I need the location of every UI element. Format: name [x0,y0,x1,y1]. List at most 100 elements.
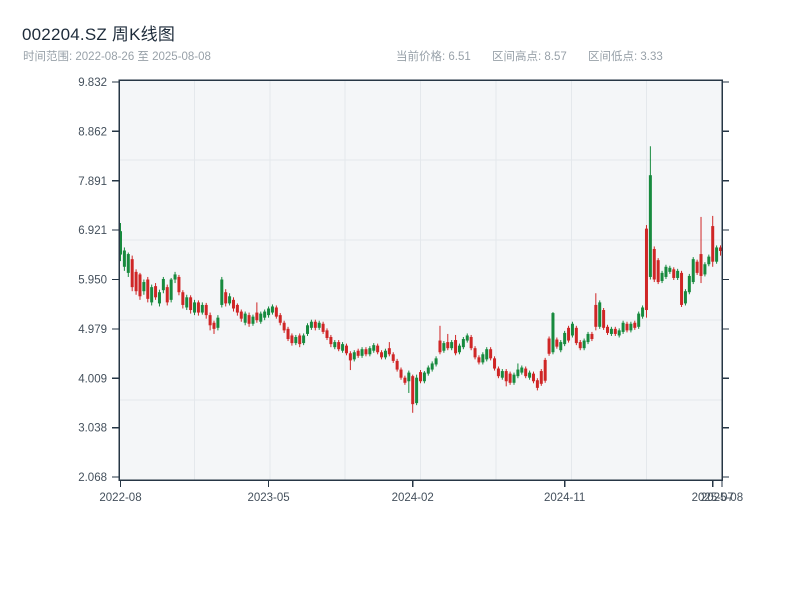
candle [703,262,707,277]
candle [419,370,422,384]
candle [239,309,243,322]
candle [360,347,364,358]
candle [664,264,668,279]
candle [181,290,185,309]
candle [680,270,684,307]
candle [407,370,411,393]
candle [337,340,341,352]
candle [652,246,656,283]
candle [625,321,629,333]
x-axis-tick-label: 2025-07 [692,492,734,504]
candle [602,307,606,330]
candle [450,340,454,351]
candle [185,294,189,311]
candle [578,340,582,351]
candle [648,146,652,280]
candle [309,319,313,330]
candle [196,300,200,316]
range-high-stat: 区间高点: 8.57 [491,51,567,63]
candle [216,315,220,331]
date-range-label: 时间范围: 2022-08-26 至 2025-08-08 [23,51,211,63]
candle [313,319,317,331]
candle [574,325,578,346]
candle [446,333,450,351]
candle [520,365,524,375]
candle [481,352,485,365]
candle [644,225,648,318]
candle [177,274,181,296]
candle [426,365,430,376]
candle [496,366,500,379]
candle [348,351,352,371]
candle [691,257,695,285]
candle [461,336,465,350]
candle [516,363,520,379]
candle [146,276,150,303]
candle [259,311,263,324]
candle [165,284,169,306]
candle [711,215,715,267]
candle [395,358,399,372]
candle [687,273,691,295]
candle [672,267,676,281]
y-axis-tick-label: 3.038 [78,423,107,435]
candle [298,333,302,348]
candle [391,352,395,363]
candle [563,330,567,347]
y-axis-tick-label: 2.068 [78,472,107,484]
candle [430,361,434,372]
candle [683,289,687,306]
candle [169,277,173,303]
candle [559,340,563,353]
y-axis-tick-label: 7.891 [78,176,107,188]
candle [551,312,555,355]
candle [294,334,298,346]
candle [477,355,481,365]
candle [286,326,290,342]
candle [508,371,512,385]
candle [282,320,286,333]
candle [344,343,348,356]
candle [208,312,212,331]
range-low-stat: 区间低点: 3.33 [587,51,663,63]
candle [383,348,387,360]
candle [138,272,142,300]
candle [539,369,543,386]
candle [333,340,337,350]
candle [676,268,680,281]
candle [586,331,590,345]
candle [173,271,177,284]
page-title: 002204.SZ 周K线图 [22,25,176,44]
candle [200,302,204,315]
candle [231,297,235,312]
candle [715,245,719,264]
candle [274,305,278,319]
candle [500,369,504,380]
candle [469,334,473,351]
candle [465,333,469,343]
candle [267,306,271,318]
candle [387,342,391,357]
candle [255,302,259,323]
candle [641,305,645,319]
candle [243,311,247,326]
candle [609,326,613,336]
x-axis-tick-label: 2023-05 [247,492,289,504]
candle [719,245,722,256]
candle [485,347,489,362]
candle [161,276,165,294]
candle [531,371,535,384]
candle [290,333,294,346]
y-axis-tick-label: 6.921 [78,225,107,237]
candle [629,321,633,333]
candle [251,314,255,326]
candle [341,342,345,353]
candle [594,293,598,331]
candle [415,374,419,406]
candle [660,270,664,284]
candles [119,146,722,413]
candle [224,289,228,307]
candle [504,369,508,387]
candle [270,304,274,315]
